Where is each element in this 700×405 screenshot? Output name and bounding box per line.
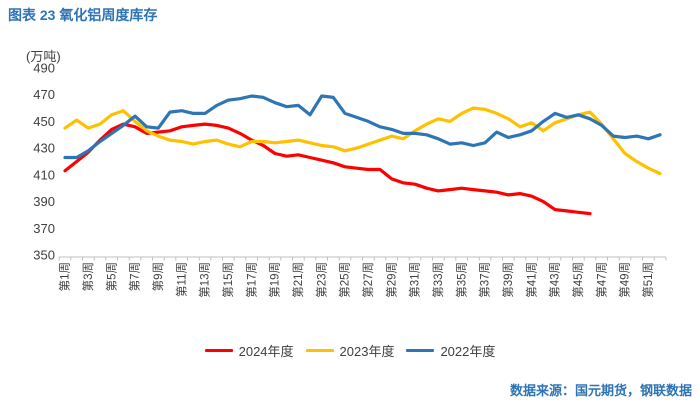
legend-item-2024: 2024年度: [204, 341, 294, 360]
x-axis-tick-label: 第35周: [454, 262, 468, 298]
x-axis-tick-label: 第33周: [431, 262, 445, 298]
legend-swatch-2022: [406, 348, 435, 353]
y-axis-tick-label: 490: [33, 61, 55, 76]
x-axis-tick-label: 第13周: [198, 262, 212, 298]
x-axis-tick-label: 第1周: [58, 262, 72, 291]
line-chart: 490470450430410390370350第1周 第3周 第5周 第7周 第9周第…: [33, 61, 667, 298]
y-axis-tick-label: 350: [33, 248, 55, 263]
x-axis-tick-label: 第15周: [221, 262, 235, 298]
legend-swatch-2024: [204, 348, 233, 353]
x-axis-tick-label: 第17周: [244, 262, 258, 298]
y-axis-unit-label: (万吨): [26, 49, 61, 64]
x-axis-tick-label: 第19周: [268, 262, 282, 298]
legend-swatch-2023: [305, 348, 334, 353]
series-line-2022: [63, 94, 662, 160]
y-axis-tick-label: 370: [33, 221, 55, 236]
x-axis-tick-label: 第25周: [338, 262, 352, 298]
x-axis-tick-label: 第9周: [151, 262, 165, 291]
x-axis-tick-label: 第7周: [128, 262, 142, 291]
x-axis-tick-label: 第37周: [478, 262, 492, 298]
x-axis-tick-label: 第43周: [548, 262, 562, 298]
x-axis-tick-label: 第49周: [618, 262, 632, 298]
x-axis-tick-label: 第23周: [314, 262, 328, 298]
x-axis-tick-label: 第21周: [291, 262, 305, 298]
x-axis-tick-label: 第41周: [524, 262, 538, 298]
x-axis-tick-label: 第47周: [594, 262, 608, 298]
y-axis-tick-label: 430: [33, 141, 55, 156]
y-axis-tick-label: 410: [33, 167, 55, 182]
y-axis-tick-label: 390: [33, 194, 55, 209]
figure-title: 图表 23 氧化铝周度库存: [8, 7, 158, 23]
legend-label-2022: 2022年度: [440, 344, 496, 359]
x-axis-tick-label: 第51周: [641, 262, 655, 298]
legend-item-2022: 2022年度: [406, 341, 495, 360]
x-axis-tick-label: 第31周: [408, 262, 422, 298]
series-line-2023: [63, 106, 662, 176]
legend-label-2024: 2024年度: [238, 344, 294, 359]
y-axis-tick-label: 450: [33, 114, 55, 129]
chart-legend: 2024年度 2023年度 2022年度: [0, 341, 700, 360]
x-axis-tick-label: 第5周: [104, 262, 118, 291]
x-axis-tick-label: 第39周: [501, 262, 515, 298]
legend-item-2023: 2023年度: [305, 341, 395, 360]
x-axis-tick-label: 第3周: [81, 262, 95, 291]
x-axis-tick-label: 第11周: [174, 262, 188, 297]
y-axis-tick-label: 470: [33, 87, 55, 102]
data-source-note: 数据来源：国元期货，钢联数据: [509, 383, 692, 398]
x-axis-tick-label: 第29周: [384, 262, 398, 298]
x-axis-tick-label: 第45周: [571, 262, 585, 298]
x-axis-tick-label: 第27周: [361, 262, 375, 298]
legend-label-2023: 2023年度: [339, 344, 395, 359]
